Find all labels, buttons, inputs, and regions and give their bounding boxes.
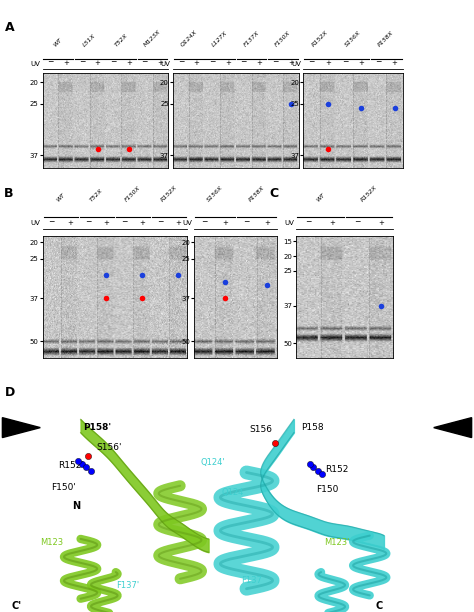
Text: M123X: M123X bbox=[143, 29, 162, 48]
Text: +: + bbox=[103, 220, 109, 226]
Text: −: − bbox=[79, 57, 85, 66]
Text: WT: WT bbox=[315, 192, 326, 203]
Text: R152X: R152X bbox=[160, 184, 178, 203]
Text: B: B bbox=[4, 187, 13, 200]
Text: +: + bbox=[256, 60, 262, 66]
Text: M123: M123 bbox=[41, 538, 64, 547]
Text: S156': S156' bbox=[96, 443, 122, 452]
Text: D: D bbox=[5, 386, 15, 400]
Text: +: + bbox=[288, 60, 294, 66]
Text: +: + bbox=[222, 220, 228, 226]
Text: F137X: F137X bbox=[243, 30, 260, 48]
Text: P158: P158 bbox=[301, 423, 324, 432]
Text: −: − bbox=[201, 217, 208, 226]
Text: L127X: L127X bbox=[211, 31, 229, 48]
Text: −: − bbox=[209, 57, 216, 66]
Text: P158X: P158X bbox=[377, 30, 395, 48]
Text: −: − bbox=[342, 57, 348, 66]
Text: −: − bbox=[48, 217, 55, 226]
Text: T52X: T52X bbox=[90, 188, 104, 203]
Text: −: − bbox=[243, 217, 249, 226]
Text: T52X: T52X bbox=[114, 33, 128, 48]
Text: +: + bbox=[175, 220, 181, 226]
Text: F150X: F150X bbox=[124, 185, 142, 203]
Text: −: − bbox=[110, 57, 117, 66]
Text: +: + bbox=[358, 60, 365, 66]
Text: +: + bbox=[330, 220, 336, 226]
Text: F150X: F150X bbox=[274, 30, 292, 48]
Text: L51X: L51X bbox=[82, 33, 97, 48]
Text: −: − bbox=[142, 57, 148, 66]
Text: −: − bbox=[178, 57, 184, 66]
Text: UV: UV bbox=[284, 220, 294, 226]
Text: −: − bbox=[309, 57, 315, 66]
Text: P158X: P158X bbox=[248, 185, 265, 203]
Text: +: + bbox=[157, 60, 164, 66]
Text: −: − bbox=[47, 57, 54, 66]
Text: N: N bbox=[72, 501, 80, 510]
Text: C: C bbox=[269, 187, 278, 200]
Text: A: A bbox=[5, 21, 15, 34]
Text: R152X: R152X bbox=[311, 30, 329, 48]
Text: +: + bbox=[264, 220, 270, 226]
Text: F137: F137 bbox=[241, 576, 262, 585]
Text: F137': F137' bbox=[117, 581, 139, 590]
Text: −: − bbox=[85, 217, 91, 226]
Text: −: − bbox=[272, 57, 278, 66]
Text: +: + bbox=[325, 60, 331, 66]
Text: F150: F150 bbox=[316, 485, 338, 493]
Text: UV: UV bbox=[161, 61, 171, 67]
Text: WT: WT bbox=[55, 192, 66, 203]
Text: +: + bbox=[225, 60, 231, 66]
Text: +: + bbox=[139, 220, 145, 226]
Text: +: + bbox=[67, 220, 73, 226]
Text: −: − bbox=[121, 217, 127, 226]
Text: +: + bbox=[126, 60, 132, 66]
Text: −: − bbox=[354, 217, 360, 226]
Text: R152X: R152X bbox=[360, 184, 378, 203]
Text: +: + bbox=[63, 60, 69, 66]
Text: UV: UV bbox=[30, 220, 40, 226]
Text: WT: WT bbox=[53, 37, 64, 48]
Text: S156: S156 bbox=[249, 425, 272, 434]
Text: C: C bbox=[375, 601, 383, 611]
Text: P158': P158' bbox=[83, 423, 111, 432]
Text: M123': M123' bbox=[324, 538, 349, 547]
Text: Q124X: Q124X bbox=[180, 29, 198, 48]
Text: −: − bbox=[375, 57, 381, 66]
Polygon shape bbox=[434, 417, 472, 438]
Text: R152: R152 bbox=[325, 465, 348, 474]
Polygon shape bbox=[2, 417, 40, 438]
Text: +: + bbox=[193, 60, 200, 66]
Text: +: + bbox=[392, 60, 398, 66]
Text: −: − bbox=[157, 217, 164, 226]
Text: F150': F150' bbox=[52, 483, 76, 492]
Text: UV: UV bbox=[183, 220, 192, 226]
Text: +: + bbox=[378, 220, 384, 226]
Text: C': C' bbox=[11, 601, 22, 611]
Text: S156X: S156X bbox=[206, 185, 224, 203]
Text: R152': R152' bbox=[58, 461, 84, 470]
Text: −: − bbox=[240, 57, 247, 66]
Text: Q124': Q124' bbox=[201, 458, 226, 467]
Text: S156X: S156X bbox=[344, 30, 362, 48]
Text: UV: UV bbox=[30, 61, 40, 67]
Text: Q124: Q124 bbox=[221, 488, 244, 497]
Text: UV: UV bbox=[292, 61, 301, 67]
Text: +: + bbox=[95, 60, 100, 66]
Text: −: − bbox=[305, 217, 311, 226]
